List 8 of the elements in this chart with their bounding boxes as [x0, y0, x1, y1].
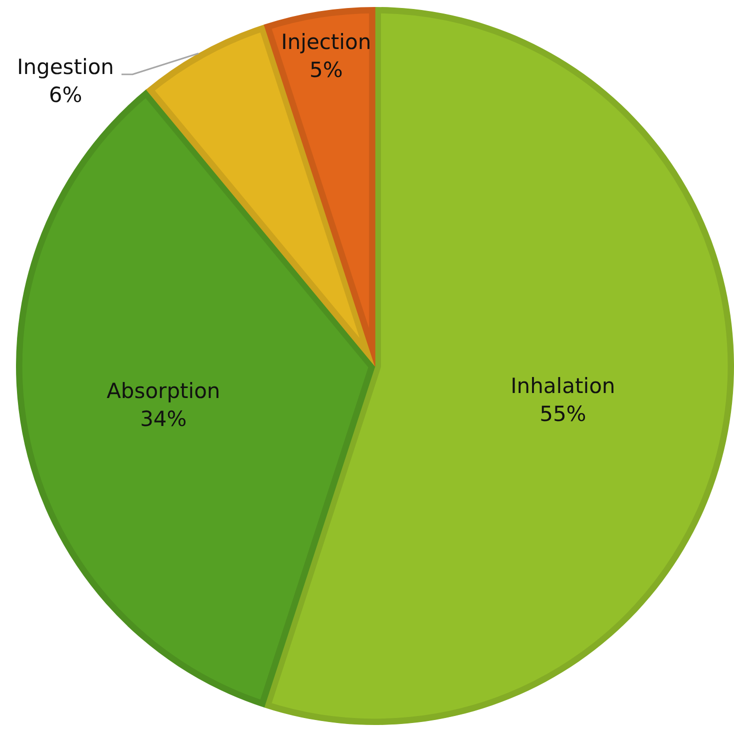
- slice-label: Ingestion: [17, 54, 114, 79]
- data-label: 55%: [540, 402, 586, 426]
- data-label: 6%: [48, 82, 82, 107]
- data-label: 5%: [309, 58, 343, 82]
- slice-label: Absorption: [106, 378, 220, 403]
- data-label: 34%: [140, 406, 187, 431]
- slice-label: Injection: [281, 30, 372, 54]
- slice-label: Inhalation: [510, 374, 616, 398]
